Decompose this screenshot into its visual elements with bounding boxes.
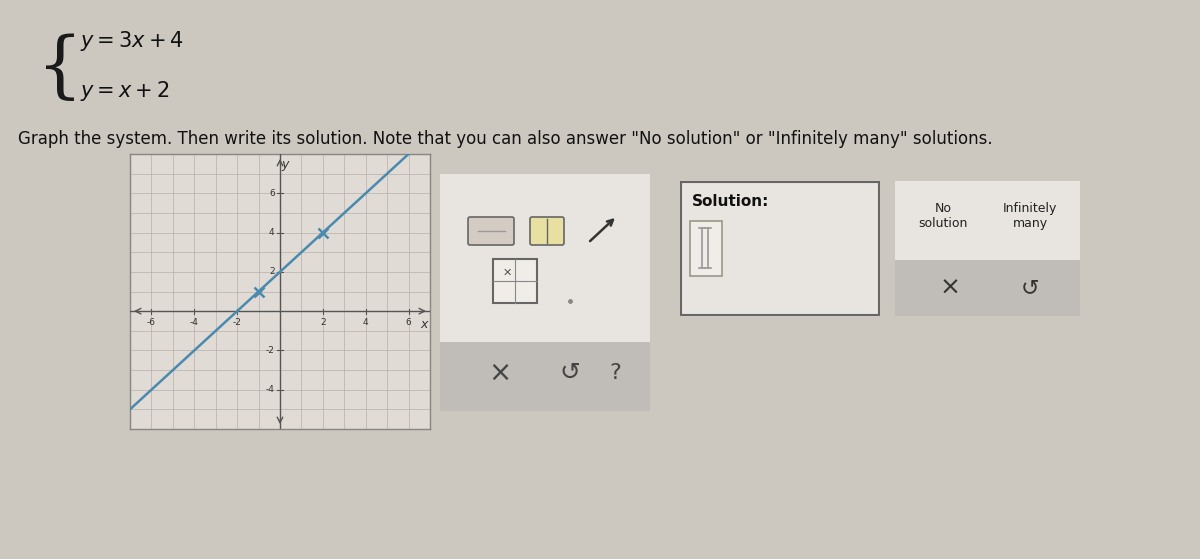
FancyBboxPatch shape (530, 217, 564, 245)
Text: 4: 4 (269, 228, 275, 237)
Text: ↺: ↺ (559, 361, 581, 385)
Text: $y = x+2$: $y = x+2$ (80, 79, 169, 103)
Text: ✕: ✕ (503, 268, 511, 278)
Text: -6: -6 (146, 318, 156, 327)
Text: ×: × (940, 276, 960, 300)
Text: $y = 3x+4$: $y = 3x+4$ (80, 29, 184, 53)
FancyBboxPatch shape (893, 179, 1082, 318)
Text: 4: 4 (362, 318, 368, 327)
Text: ×: × (488, 359, 511, 387)
Text: y: y (282, 158, 289, 171)
Text: ↺: ↺ (1021, 278, 1039, 298)
Text: -4: -4 (190, 318, 199, 327)
FancyBboxPatch shape (468, 217, 514, 245)
Text: Graph the system. Then write its solution. Note that you can also answer "No sol: Graph the system. Then write its solutio… (18, 130, 992, 148)
Text: ?: ? (610, 363, 620, 383)
Bar (690, 221, 722, 276)
Bar (442, 345, 649, 410)
Text: Infinitely
many: Infinitely many (1003, 202, 1057, 230)
Text: -4: -4 (265, 385, 275, 394)
Text: No
solution: No solution (918, 202, 967, 230)
Text: -2: -2 (233, 318, 241, 327)
FancyBboxPatch shape (893, 260, 1082, 318)
Bar (493, 259, 538, 303)
FancyBboxPatch shape (438, 172, 652, 413)
Text: 2: 2 (320, 318, 325, 327)
Text: 6: 6 (406, 318, 412, 327)
Text: 6: 6 (269, 189, 275, 198)
Text: 2: 2 (269, 267, 275, 276)
Text: Solution:: Solution: (692, 193, 769, 209)
Text: {: { (37, 34, 83, 105)
FancyBboxPatch shape (438, 342, 652, 413)
Text: x: x (420, 318, 428, 331)
Text: -2: -2 (265, 346, 275, 355)
